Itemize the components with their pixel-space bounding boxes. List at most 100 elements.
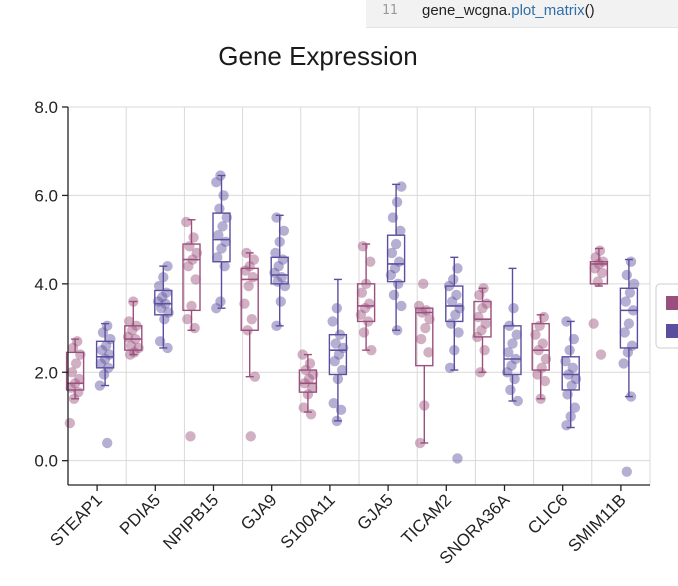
data-point — [535, 393, 546, 404]
data-point — [479, 344, 490, 356]
code-function: plot_matrix — [511, 2, 585, 19]
box-iqr — [415, 307, 434, 367]
data-point — [271, 320, 282, 332]
data-point — [73, 386, 84, 398]
data-point — [444, 362, 456, 374]
data-point — [273, 260, 284, 272]
data-point — [221, 212, 232, 223]
data-point — [335, 404, 347, 416]
data-point — [394, 256, 405, 267]
legend-box — [655, 283, 678, 349]
x-tick-label: S100A11 — [277, 490, 339, 552]
data-point — [453, 327, 464, 338]
data-point — [391, 196, 403, 208]
data-point — [67, 342, 79, 354]
data-point — [480, 318, 491, 329]
data-point — [211, 302, 222, 314]
data-point — [96, 344, 108, 356]
data-point — [217, 221, 228, 232]
data-point — [270, 247, 281, 259]
data-point — [189, 322, 200, 334]
data-point — [621, 269, 632, 281]
x-tick-label: NPIPB15 — [159, 490, 222, 553]
data-point — [336, 364, 348, 376]
box-plot — [356, 243, 376, 351]
box-iqr — [619, 287, 639, 349]
data-point — [277, 254, 289, 265]
data-point — [415, 333, 427, 345]
data-point — [102, 437, 113, 449]
data-point — [452, 263, 463, 274]
box-plot — [182, 219, 201, 331]
box-iqr — [531, 322, 550, 371]
data-point — [359, 302, 371, 314]
box-iqr — [445, 285, 464, 323]
data-point — [182, 314, 193, 325]
legend-swatch — [666, 324, 678, 338]
data-point — [451, 289, 462, 301]
data-point — [97, 327, 109, 338]
data-point — [66, 367, 78, 378]
data-point — [332, 373, 344, 385]
data-point — [505, 384, 516, 396]
box-iqr — [589, 261, 609, 285]
box-iqr — [240, 267, 259, 331]
data-point — [624, 287, 636, 298]
data-point — [503, 347, 514, 358]
data-point — [249, 371, 261, 382]
data-point — [563, 369, 574, 380]
data-point — [94, 380, 106, 391]
data-point — [561, 316, 572, 327]
data-point — [333, 349, 345, 360]
code-cell: 11 gene_wcgna.plot_matrix() — [366, 0, 678, 28]
data-point — [157, 291, 168, 303]
x-tick-label: TICAM2 — [398, 490, 456, 548]
data-point — [64, 417, 76, 429]
data-point — [355, 309, 367, 320]
data-point — [302, 389, 314, 400]
data-point — [184, 241, 195, 252]
box-plot — [619, 258, 639, 398]
data-point — [331, 302, 343, 314]
data-point — [507, 338, 518, 349]
data-point — [181, 216, 192, 228]
y-tick-label: 8.0 — [34, 98, 58, 117]
data-point — [103, 362, 114, 374]
data-point — [588, 318, 599, 329]
data-point — [328, 398, 339, 409]
data-point — [417, 307, 428, 318]
data-point — [530, 329, 541, 340]
data-point — [597, 256, 609, 267]
data-point — [303, 373, 315, 385]
data-point — [414, 437, 426, 449]
data-point — [508, 302, 519, 314]
data-point — [593, 258, 605, 270]
data-point — [418, 278, 429, 290]
data-point — [162, 260, 173, 272]
box-plot — [240, 252, 259, 378]
box-plot — [473, 287, 492, 373]
data-point — [212, 252, 223, 263]
y-tick-label: 2.0 — [34, 363, 58, 382]
data-point — [274, 236, 285, 248]
data-point — [126, 340, 137, 351]
data-point — [163, 307, 174, 318]
data-point — [159, 314, 170, 325]
data-point — [70, 358, 82, 369]
code-parens: () — [584, 2, 595, 19]
data-point — [279, 280, 291, 292]
data-point — [510, 353, 521, 365]
data-point — [560, 356, 571, 367]
data-point — [162, 342, 173, 354]
data-point — [540, 353, 552, 365]
line-number: 11 — [382, 3, 398, 18]
data-point — [502, 367, 513, 378]
data-point — [619, 327, 630, 338]
data-point — [474, 289, 485, 301]
data-point — [272, 276, 283, 287]
data-point — [625, 391, 637, 402]
data-point — [511, 329, 522, 340]
data-point — [396, 181, 407, 192]
data-point — [364, 298, 375, 309]
